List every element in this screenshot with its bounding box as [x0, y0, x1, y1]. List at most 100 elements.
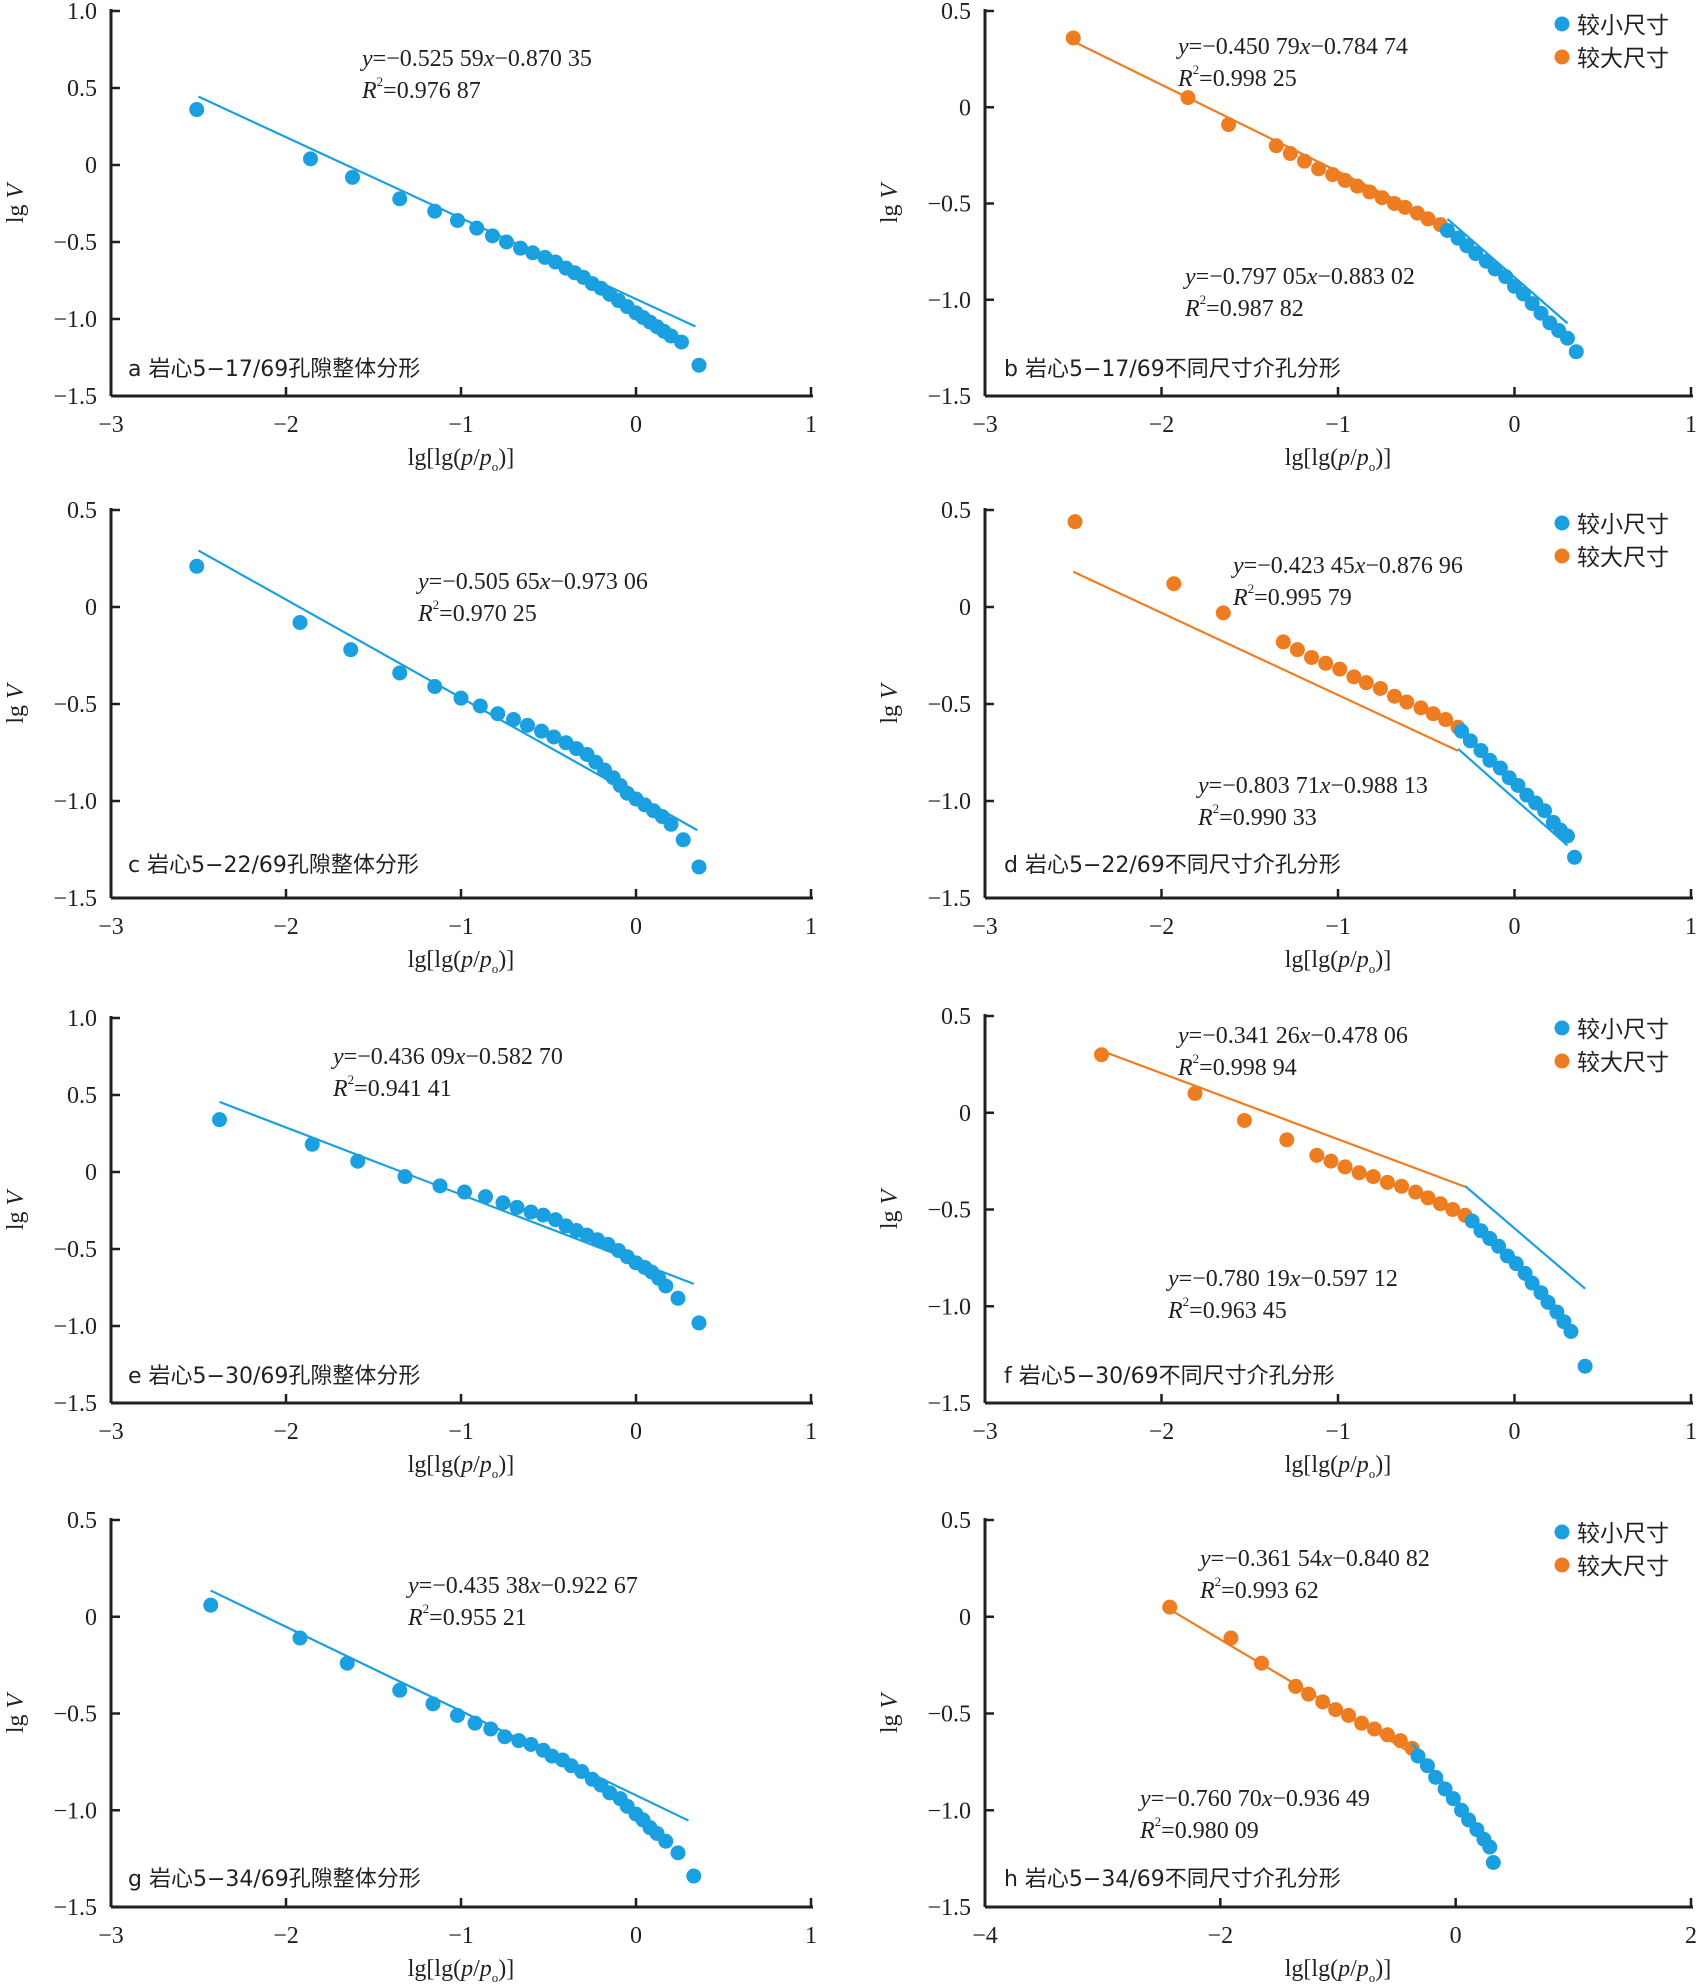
data-point — [523, 1736, 539, 1752]
y-tick-label: −1.0 — [53, 1798, 97, 1824]
y-tick-label: −1.5 — [53, 1391, 97, 1417]
data-point — [691, 357, 707, 373]
data-point — [1468, 246, 1484, 262]
data-point — [1438, 712, 1454, 728]
y-tick-label: −0.5 — [927, 1702, 971, 1728]
y-axis-title: lg V — [877, 1692, 903, 1734]
data-point — [1349, 178, 1365, 194]
data-point — [1540, 1294, 1556, 1310]
fit-equation: y=−0.361 54x−0.840 82 — [1198, 1546, 1430, 1572]
legend-marker-larger — [1554, 548, 1570, 564]
y-tick-label: 0.5 — [67, 76, 97, 102]
fit-equation: y=−0.450 79x−0.784 74 — [1176, 34, 1408, 60]
data-point — [1428, 1769, 1444, 1785]
fit-line-larger — [1101, 1049, 1466, 1188]
x-tick-label: 0 — [1450, 1923, 1462, 1949]
data-point — [1067, 514, 1083, 530]
data-point — [674, 334, 689, 350]
y-tick-label: 0 — [959, 595, 971, 621]
fit-equation: y=−0.341 26x−0.478 06 — [1176, 1023, 1408, 1049]
data-point — [392, 1682, 408, 1698]
y-tick-label: 0 — [959, 95, 971, 121]
panel-label: c 岩心5−22/69孔隙整体分形 — [128, 853, 419, 878]
x-tick-label: 2 — [1685, 1923, 1697, 1949]
x-tick-label: 1 — [805, 1923, 817, 1949]
x-tick-label: −1 — [1325, 1419, 1351, 1445]
data-point — [1567, 849, 1583, 865]
x-axis-title: lg[lg(p/po)] — [1285, 445, 1391, 474]
data-point — [1420, 1190, 1436, 1206]
data-point — [1445, 1202, 1461, 1217]
y-tick-label: −1.0 — [927, 1798, 971, 1824]
data-point — [658, 1833, 674, 1849]
r-squared: R2=0.970 25 — [417, 597, 537, 627]
y-axis-title: lg V — [3, 1189, 29, 1231]
data-point — [1351, 1165, 1367, 1181]
y-tick-label: −1.0 — [927, 789, 971, 815]
data-point — [1487, 261, 1503, 277]
data-point — [303, 151, 318, 167]
data-point — [525, 245, 541, 261]
data-point — [339, 1655, 355, 1671]
fit-equation: y=−0.525 59x−0.870 35 — [360, 46, 592, 72]
data-point — [535, 1207, 551, 1223]
x-tick-label: 0 — [630, 1923, 642, 1949]
fit-equation: y=−0.760 70x−0.936 49 — [1138, 1786, 1370, 1812]
x-axis-title: lg[lg(p/po)] — [1285, 1956, 1391, 1985]
panel-e: 1.0 0.5 0 −0.5 −1.0 −1.5−3 −2 −1 0 1 lg[lg(p/po)] l… — [3, 1006, 817, 1481]
data-point — [658, 1278, 674, 1294]
data-point — [534, 723, 549, 739]
legend-label-larger: 较大尺寸 — [1577, 46, 1669, 72]
data-point — [345, 169, 360, 185]
x-tick-label: −1 — [448, 412, 474, 438]
data-point — [1432, 1196, 1448, 1212]
panel-label: g 岩心5−34/69孔隙整体分形 — [128, 1867, 421, 1892]
y-tick-label: 1.0 — [67, 1006, 97, 1032]
y-tick-label: 0.5 — [941, 1508, 971, 1534]
data-point — [1577, 1358, 1593, 1374]
y-tick-label: 0 — [959, 1605, 971, 1631]
data-point — [1332, 661, 1348, 677]
y-tick-label: −1.0 — [53, 1314, 97, 1340]
x-axis-title: lg[lg(p/po)] — [408, 1452, 514, 1481]
y-tick-label: 1.0 — [67, 0, 97, 25]
data-point — [490, 706, 506, 722]
y-axis-title: lg V — [3, 182, 29, 224]
data-point — [432, 1178, 448, 1194]
data-point — [1379, 1174, 1395, 1190]
data-point — [1215, 605, 1231, 621]
data-point — [1533, 305, 1549, 321]
r-squared: R2=0.990 33 — [1197, 801, 1317, 831]
y-tick-label: 0 — [85, 1160, 97, 1186]
data-point — [203, 1597, 219, 1613]
y-tick-label: −1.5 — [927, 1391, 971, 1417]
legend-label-smaller: 较小尺寸 — [1577, 1017, 1669, 1043]
data-point — [1419, 1758, 1435, 1774]
data-point — [1337, 1159, 1353, 1175]
x-tick-label: −2 — [273, 1419, 299, 1445]
data-point — [1420, 211, 1436, 227]
data-point — [1221, 117, 1237, 133]
data-point — [292, 615, 308, 631]
data-point — [212, 1112, 227, 1128]
data-point — [1386, 688, 1402, 704]
data-point — [1408, 1184, 1424, 1200]
x-tick-label: −3 — [98, 1923, 124, 1949]
data-point — [1296, 153, 1312, 169]
data-point — [1425, 706, 1441, 722]
data-point — [1413, 700, 1429, 716]
x-tick-label: 0 — [630, 412, 642, 438]
data-point — [1439, 222, 1455, 238]
data-point — [1537, 803, 1553, 819]
fit-line-larger — [1072, 570, 1459, 752]
legend-marker-larger — [1554, 1557, 1570, 1573]
panel-b: 0.5 0 −0.5 −1.0 −1.5−3 −2 −1 0 1 lg[lg(p/po)] lg V… — [877, 0, 1697, 474]
y-tick-label: −1.5 — [927, 384, 971, 410]
data-point — [691, 859, 707, 875]
panel-label: b 岩心5−17/69不同尺寸介孔分形 — [1004, 357, 1341, 382]
x-axis-title: lg[lg(p/po)] — [1285, 1452, 1391, 1481]
data-point — [304, 1136, 320, 1152]
fit-line-smaller — [210, 1589, 689, 1822]
r-squared: R2=0.955 21 — [407, 1601, 527, 1631]
